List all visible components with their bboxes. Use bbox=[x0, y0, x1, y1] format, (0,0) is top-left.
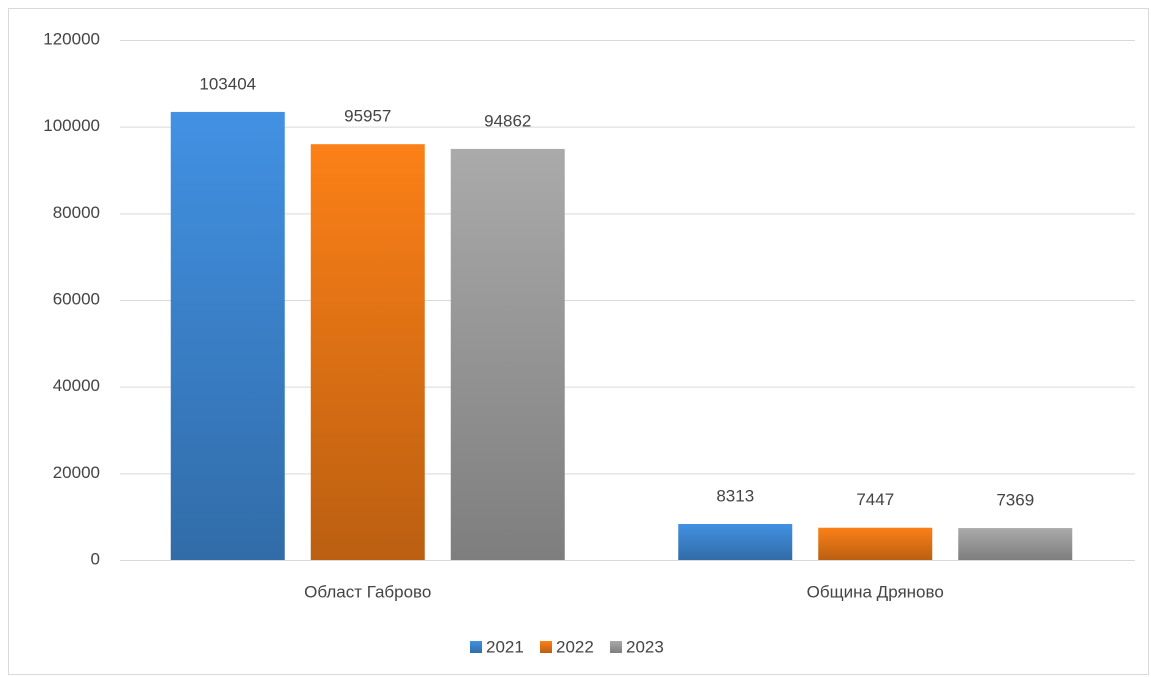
y-tick-label: 40000 bbox=[53, 376, 100, 395]
y-tick-label: 20000 bbox=[53, 463, 100, 482]
bar bbox=[450, 148, 565, 560]
bar bbox=[678, 523, 793, 560]
data-label: 103404 bbox=[199, 74, 256, 93]
bar bbox=[818, 527, 933, 560]
y-tick-label: 80000 bbox=[53, 203, 100, 222]
bar bbox=[170, 111, 285, 560]
y-tick-label: 100000 bbox=[43, 116, 100, 135]
data-label: 7369 bbox=[996, 491, 1034, 510]
bar bbox=[310, 144, 425, 560]
bar bbox=[958, 528, 1073, 560]
legend-label: 2023 bbox=[626, 637, 664, 656]
legend-swatch bbox=[610, 641, 622, 653]
x-tick-label: Област Габрово bbox=[304, 582, 431, 601]
data-label: 8313 bbox=[716, 486, 754, 505]
data-label: 7447 bbox=[856, 490, 894, 509]
legend-swatch bbox=[540, 641, 552, 653]
legend-label: 2021 bbox=[486, 637, 524, 656]
data-label: 94862 bbox=[484, 111, 531, 130]
y-tick-label: 60000 bbox=[53, 289, 100, 308]
data-label: 95957 bbox=[344, 107, 391, 126]
x-tick-label: Община Дряново bbox=[807, 582, 944, 601]
y-tick-label: 0 bbox=[91, 549, 100, 568]
legend-label: 2022 bbox=[556, 637, 594, 656]
y-tick-label: 120000 bbox=[43, 29, 100, 48]
legend-swatch bbox=[470, 641, 482, 653]
